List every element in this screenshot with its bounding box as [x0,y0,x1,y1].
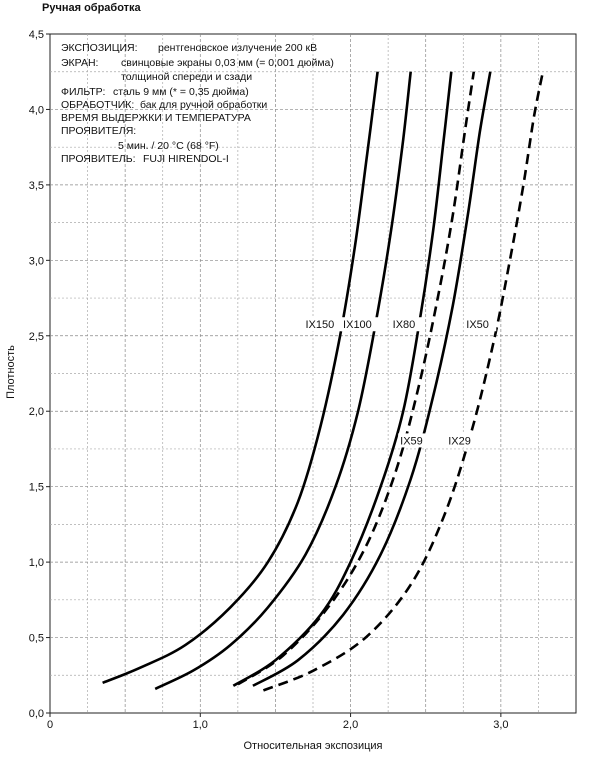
info-value: сталь 9 мм (* = 0,35 дюйма) [113,86,249,98]
info-label: ПРОЯВИТЕЛЬ: [61,153,136,165]
y-tick-label: 2,5 [29,331,44,343]
info-value: рентгеновское излучение 200 кВ [158,42,317,54]
series-label-ix50: IX50 [466,319,489,331]
info-label: ВРЕМЯ ВЫДЕРЖКИ И ТЕМПЕРАТУРА [61,112,251,124]
series-label-bg [303,317,343,332]
curve-ix100 [154,71,412,691]
x-tick-label: 3,0 [493,719,508,731]
y-tick-label: 1,0 [29,557,44,569]
series-labels: IX150 IX100 IX80 IX50 IX59 IX29 [303,317,497,448]
y-tick-label: 4,5 [29,29,44,41]
info-value: свинцовые экраны 0,03 мм (= 0,001 дюйма) [121,57,334,69]
info-label: ЭКРАН: [61,57,98,69]
y-tick-label: 0,5 [29,633,44,645]
grid [50,34,576,713]
info-label: ОБРАБОТЧИК: [61,99,134,111]
info-block: ЭКСПОЗИЦИЯ: рентгеновское излучение 200 к… [61,42,334,165]
x-tick-label: 2,0 [343,719,358,731]
series-label-ix100: IX100 [343,319,372,331]
y-tick-label: 2,0 [29,406,44,418]
series-label-bg [390,317,423,332]
curve-ix59 [237,71,476,686]
axis-ticks: 0 1,0 2,0 3,0 0,0 0,5 1,0 1,5 2,0 2,5 3,0 3,5 4,0 4,5 [29,29,509,731]
series-label-ix150: IX150 [305,319,334,331]
info-label: ЭКСПОЗИЦИЯ: [61,42,138,54]
series-label-bg [398,433,431,448]
x-tick-label: 1,0 [193,719,208,731]
info-value: 5 мин. / 20 °C (68 °F) [118,140,219,152]
y-tick-label: 3,0 [29,255,44,267]
curve-ix50 [252,71,492,687]
y-tick-label: 1,5 [29,482,44,494]
series-label-bg [341,317,381,332]
curves [102,71,545,692]
curve-ix150 [102,71,379,685]
info-value: FUJI HIRENDOL-I [143,153,229,165]
y-tick-label: 3,5 [29,180,44,192]
y-tick-label: 4,0 [29,104,44,116]
info-label: ФИЛЬТР: [61,86,105,98]
page-title: Ручная обработка [42,2,141,14]
series-label-bg [446,433,479,448]
info-value: толщиной спереди и сзади [121,71,252,83]
y-tick-label: 0,0 [29,708,44,720]
curve-ix29 [262,71,545,692]
info-value: бак для ручной обработки [140,99,267,111]
series-label-ix29: IX29 [448,435,471,447]
series-label-bg [464,317,497,332]
y-axis-label: Плотность [5,345,17,399]
series-label-ix59: IX59 [400,435,423,447]
info-label: ПРОЯВИТЕЛЯ: [61,125,136,137]
series-label-ix80: IX80 [393,319,416,331]
x-tick-label: 0 [47,719,53,731]
x-axis-label: Относительная экспозиция [243,740,382,752]
